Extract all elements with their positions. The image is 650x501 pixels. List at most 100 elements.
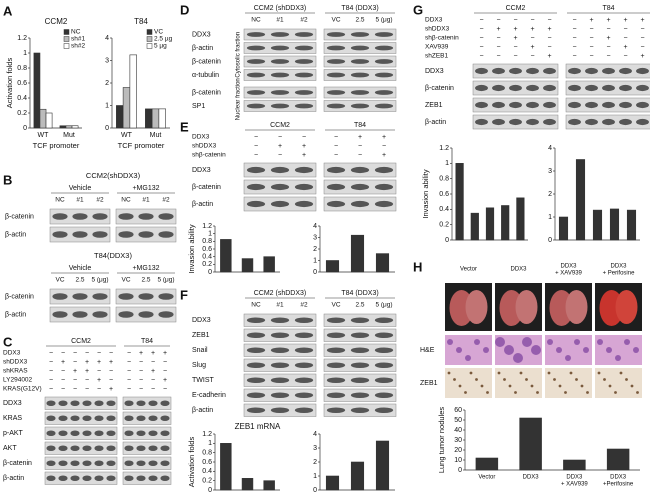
treatment-sign: −: [163, 368, 167, 375]
y-tick-label: 50: [454, 417, 462, 424]
column-label: + XAV939: [555, 271, 582, 277]
treatment-sign: −: [109, 368, 113, 375]
treatment-label: shβ-catenin: [192, 152, 226, 159]
band: [568, 67, 581, 75]
band: [124, 430, 134, 436]
treatment-sign: +: [358, 134, 362, 141]
band: [270, 407, 290, 413]
treatment-sign: +: [623, 17, 627, 24]
lane-label: #2: [300, 302, 308, 309]
row-label: β-actin: [192, 201, 213, 208]
treatment-sign: +: [73, 368, 77, 375]
zeb1-stain: [595, 368, 642, 398]
band: [326, 347, 346, 353]
y-tick-label: 4: [313, 431, 317, 438]
treatment-label: DDX3: [192, 134, 210, 141]
band: [246, 72, 266, 78]
band: [246, 200, 266, 208]
band: [509, 84, 522, 92]
bar: [470, 212, 479, 241]
treatment-sign: −: [382, 143, 386, 150]
bar: [59, 125, 67, 129]
band: [636, 67, 649, 75]
band: [526, 67, 539, 75]
band: [475, 101, 488, 109]
y-tick-label: 0.6: [202, 459, 212, 466]
treatment-sign: −: [572, 53, 576, 60]
y-tick-label: 1: [313, 257, 317, 264]
x-tick-label: DDX3: [523, 475, 540, 481]
band: [374, 377, 394, 383]
lung-tissue: [565, 290, 588, 324]
treatment-sign: +: [382, 134, 386, 141]
band: [58, 430, 68, 436]
treatment-sign: +: [530, 44, 534, 51]
treatment-label: XAV939: [425, 44, 449, 51]
treatment-sign: −: [254, 134, 258, 141]
treatment-sign: −: [572, 44, 576, 51]
band: [158, 293, 174, 300]
y-tick-label: 0.8: [202, 450, 212, 457]
band: [52, 213, 68, 220]
band: [94, 415, 104, 421]
y-tick-label: 1.2: [202, 431, 212, 438]
band: [138, 311, 154, 318]
treatment-sign: −: [73, 386, 77, 393]
y-tick-label: 60: [454, 407, 462, 414]
y-tick-label: 1.2: [439, 145, 449, 152]
treatment-sign: −: [589, 35, 593, 42]
y-tick-label: 0.4: [202, 254, 212, 261]
row-label: Slug: [192, 362, 206, 369]
group-label: +MG132: [132, 265, 159, 272]
group-label: +MG132: [132, 185, 159, 192]
y-tick-label: 0: [23, 125, 27, 132]
band: [294, 103, 314, 109]
band: [270, 72, 290, 78]
band: [246, 362, 266, 368]
row-label: β-actin: [5, 231, 26, 238]
group-label: T84 (DDX3): [341, 290, 378, 297]
treatment-sign: +: [640, 17, 644, 24]
panel-letter: B: [3, 172, 12, 187]
legend-swatch: [146, 43, 153, 49]
legend-label: 2.5 µg: [154, 36, 173, 43]
he-cell: [583, 347, 589, 353]
treatment-sign: −: [572, 17, 576, 24]
band: [326, 183, 346, 191]
band: [350, 103, 370, 109]
band: [602, 67, 615, 75]
band: [58, 415, 68, 421]
treatment-label: LY294002: [3, 377, 33, 384]
band: [92, 293, 108, 300]
y-tick-label: 0: [458, 467, 462, 474]
lane-label: 5 (μg): [157, 277, 174, 284]
treatment-sign: −: [97, 386, 101, 393]
chart-title: CCM2: [45, 17, 68, 26]
band: [326, 45, 346, 51]
lane-label: #2: [96, 197, 104, 204]
y-tick-label: 2: [105, 80, 109, 87]
treatment-sign: −: [278, 134, 282, 141]
y-tick-label: 0.2: [202, 261, 212, 268]
band: [326, 392, 346, 398]
band: [246, 377, 266, 383]
band: [270, 166, 290, 174]
y-tick-label: 0.6: [202, 246, 212, 253]
row-label: DDX3: [192, 317, 211, 324]
treatment-sign: −: [589, 26, 593, 33]
zeb1-cell: [469, 371, 473, 375]
band: [374, 166, 394, 174]
band: [70, 415, 80, 421]
treatment-sign: −: [589, 44, 593, 51]
band: [492, 101, 505, 109]
y-tick-label: 0: [208, 269, 212, 276]
legend-swatch: [63, 29, 70, 35]
zeb1-cell: [519, 371, 523, 375]
treatment-sign: +: [109, 386, 113, 393]
zeb1-cell: [525, 378, 528, 381]
bar: [263, 256, 275, 273]
x-tick-label: +Perifosine: [603, 482, 634, 488]
treatment-sign: −: [479, 35, 483, 42]
bar: [325, 475, 340, 491]
he-cell: [456, 347, 462, 353]
